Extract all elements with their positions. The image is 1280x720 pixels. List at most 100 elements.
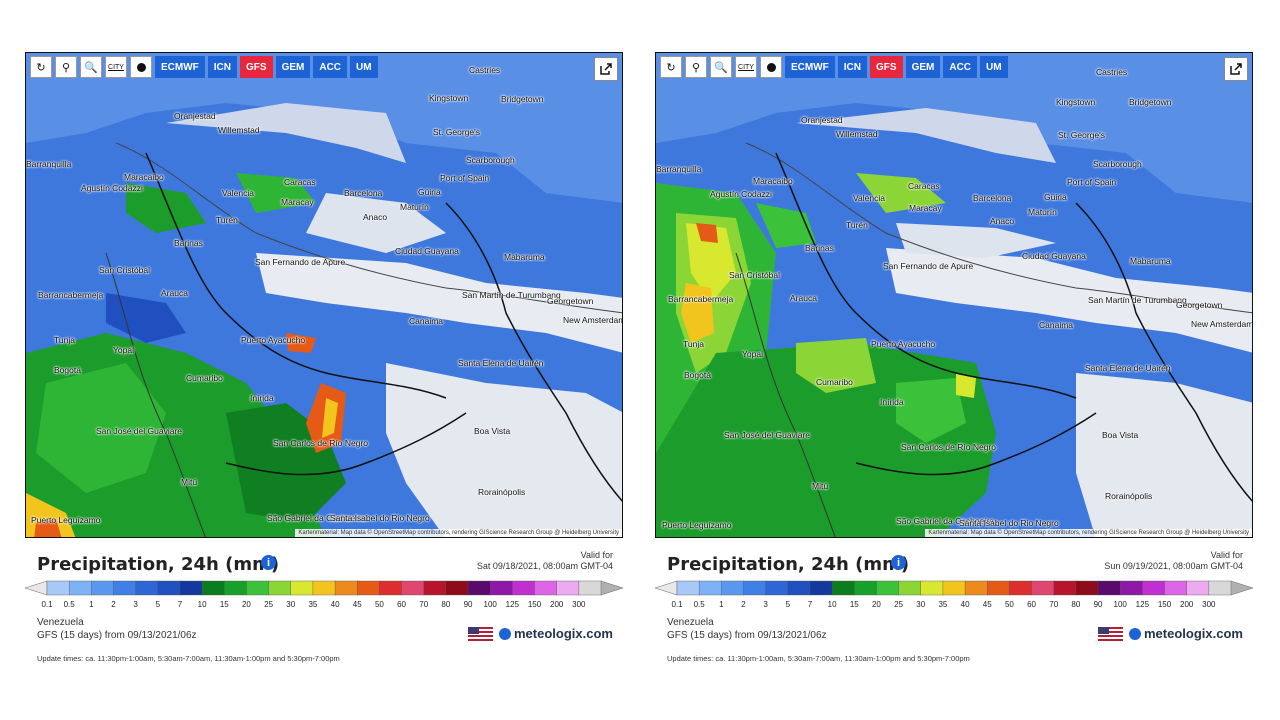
region-label: Venezuela xyxy=(37,617,84,628)
zoom-icon[interactable]: 🔍 xyxy=(80,56,102,78)
city-label: Güiria xyxy=(418,187,441,197)
share-icon[interactable] xyxy=(594,57,618,81)
scale-swatch xyxy=(809,580,833,596)
scale-swatch xyxy=(1097,580,1121,596)
location-pin-icon[interactable]: ⚲ xyxy=(55,56,77,78)
city-toggle-icon[interactable]: CITY xyxy=(735,56,757,78)
scale-tick-label: 30 xyxy=(286,600,296,609)
city-label: Mabaruma xyxy=(504,252,545,262)
scale-swatch xyxy=(490,580,514,596)
city-label: Caracas xyxy=(908,181,940,191)
city-label: San Carlos de Río Negro xyxy=(273,438,368,448)
city-label: St. George's xyxy=(1058,130,1105,140)
scale-tick-label: 0.5 xyxy=(693,600,705,609)
scale-swatch xyxy=(113,580,137,596)
city-label: Canaima xyxy=(409,316,444,326)
city-label: Santa Isabel do Rio Negro xyxy=(330,513,430,523)
model-button-gem[interactable]: GEM xyxy=(905,56,941,78)
city-label: San Martín de Turumbang xyxy=(462,290,561,300)
us-flag-icon[interactable] xyxy=(1098,627,1123,641)
model-button-ecmwf[interactable]: ECMWF xyxy=(785,56,835,78)
model-button-um[interactable]: UM xyxy=(980,56,1008,78)
precipitation-map[interactable]: ↻ ⚲ 🔍 CITY ECMWF ICN GFS GEM ACC UM Cast… xyxy=(25,52,623,538)
reload-icon[interactable]: ↻ xyxy=(660,56,682,78)
info-icon[interactable]: i xyxy=(891,555,906,570)
scale-tick-labels: 0.1 0.5 1 2 3 5 7 10 15 20 25 30 35 40 45 50 60 70 80 90 100… xyxy=(655,600,1253,612)
city-label: Yopal xyxy=(113,345,134,355)
model-button-gfs[interactable]: GFS xyxy=(870,56,903,78)
city-label: Cumaribo xyxy=(816,377,853,387)
forecast-panel-right: ↻ ⚲ 🔍 CITY ECMWF ICN GFS GEM ACC UM Cast… xyxy=(655,52,1253,672)
legend-title: Precipitation, 24h (mm) xyxy=(667,554,910,575)
city-label: Rorainópolis xyxy=(478,487,526,497)
scale-tick-label: 200 xyxy=(549,600,564,609)
us-flag-icon[interactable] xyxy=(468,627,493,641)
scale-swatch xyxy=(987,580,1011,596)
city-label: Güiria xyxy=(1044,192,1067,202)
city-label: Castries xyxy=(469,65,501,75)
city-label: Scarborough xyxy=(1093,159,1142,169)
scale-tick-label: 70 xyxy=(419,600,429,609)
scale-swatch xyxy=(698,580,723,596)
model-button-acc[interactable]: ACC xyxy=(943,56,978,78)
scale-tick-label: 200 xyxy=(1179,600,1194,609)
dot-toggle-icon[interactable] xyxy=(760,56,782,78)
scale-tick-label: 35 xyxy=(938,600,948,609)
city-label: Valencia xyxy=(222,188,254,198)
city-label: Scarborough xyxy=(466,155,515,165)
brand-logo[interactable]: meteologix.com xyxy=(499,626,613,641)
share-icon[interactable] xyxy=(1224,57,1248,81)
city-label: Turén xyxy=(846,220,868,230)
scale-tick-label: 45 xyxy=(352,600,362,609)
zoom-icon[interactable]: 🔍 xyxy=(710,56,732,78)
reload-icon[interactable]: ↻ xyxy=(30,56,52,78)
scale-swatch xyxy=(676,580,700,596)
city-label: Santa Elena de Uairén xyxy=(1085,363,1171,373)
valid-for-date: Sun 09/19/2021, 08:00am GMT-04 xyxy=(1104,561,1243,571)
model-button-gem[interactable]: GEM xyxy=(275,56,311,78)
model-button-icn[interactable]: ICN xyxy=(207,56,238,78)
model-button-icn[interactable]: ICN xyxy=(837,56,868,78)
scale-arrow-right xyxy=(600,580,623,596)
city-label: Maracay xyxy=(909,203,942,213)
scale-swatch xyxy=(1075,580,1099,596)
valid-for: Valid for Sun 09/19/2021, 08:00am GMT-04 xyxy=(1104,550,1243,572)
scale-swatch xyxy=(876,580,900,596)
model-button-um[interactable]: UM xyxy=(350,56,378,78)
city-toggle-icon[interactable]: CITY xyxy=(105,56,127,78)
model-button-acc[interactable]: ACC xyxy=(313,56,348,78)
city-label: Anaco xyxy=(990,216,1015,226)
scale-swatch xyxy=(1053,580,1077,596)
scale-tick-label: 80 xyxy=(1071,600,1081,609)
scale-tick-label: 125 xyxy=(1135,600,1150,609)
city-label: Ciudad Guayana xyxy=(395,246,459,256)
brand-logo[interactable]: meteologix.com xyxy=(1129,626,1243,641)
valid-for: Valid for Sat 09/18/2021, 08:00am GMT-04 xyxy=(477,550,613,572)
scale-tick-label: 70 xyxy=(1049,600,1059,609)
precipitation-map[interactable]: ↻ ⚲ 🔍 CITY ECMWF ICN GFS GEM ACC UM Cast… xyxy=(655,52,1253,538)
scale-tick-label: 40 xyxy=(330,600,340,609)
city-label: São Gabriel da Cachoeira xyxy=(267,513,365,523)
scale-tick-label: 3 xyxy=(763,600,768,609)
city-label: Maturín xyxy=(400,202,429,212)
scale-swatch xyxy=(68,580,93,596)
model-button-ecmwf[interactable]: ECMWF xyxy=(155,56,205,78)
brand-name: meteologix.com xyxy=(514,626,613,641)
scale-swatch xyxy=(1164,580,1188,596)
city-label: Anaco xyxy=(363,212,388,222)
scale-swatch xyxy=(1120,580,1144,596)
model-run-label: GFS (15 days) from 09/13/2021/06z xyxy=(667,630,827,641)
city-label: Arauca xyxy=(790,293,817,303)
city-label: Canaima xyxy=(1039,320,1074,330)
info-icon[interactable]: i xyxy=(261,555,276,570)
location-pin-icon[interactable]: ⚲ xyxy=(685,56,707,78)
scale-swatch xyxy=(512,580,536,596)
model-run-label: GFS (15 days) from 09/13/2021/06z xyxy=(37,630,197,641)
scale-tick-label: 300 xyxy=(572,600,586,609)
city-label: Tunja xyxy=(683,339,704,349)
scale-swatch xyxy=(964,580,988,596)
scale-swatch xyxy=(357,580,381,596)
scale-tick-label: 5 xyxy=(785,600,791,609)
dot-toggle-icon[interactable] xyxy=(130,56,152,78)
model-button-gfs[interactable]: GFS xyxy=(240,56,273,78)
